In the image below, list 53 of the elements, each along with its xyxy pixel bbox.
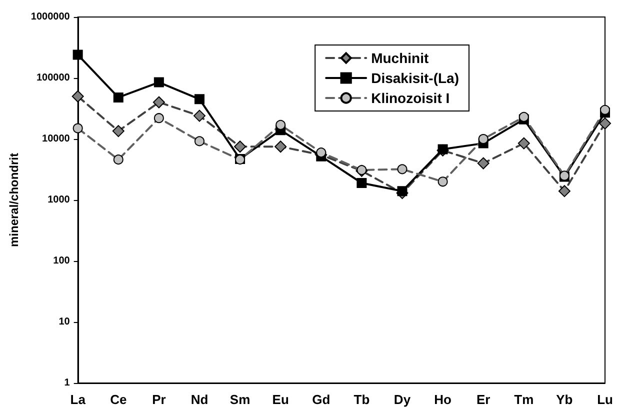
y-tick-label: 100000 [36,72,70,84]
x-tick-label: Ce [110,392,127,407]
point [478,134,488,144]
point [438,176,448,187]
point [154,113,164,124]
point [518,112,529,122]
point [397,164,408,174]
x-tick-label: Tb [354,392,370,407]
x-tick-label: Sm [230,392,250,407]
x-tick-label: La [70,392,86,407]
legend-label: Klinozoisit I [371,90,450,106]
point [276,120,286,130]
point [72,90,84,102]
point [558,185,570,198]
x-tick-label: Pr [152,392,166,407]
x-tick-label: Yb [556,392,573,407]
point [152,96,165,108]
point [113,154,124,165]
point [518,137,530,150]
point [477,157,490,170]
point [600,104,610,115]
point [438,144,448,154]
y-tick-label: 1 [64,378,70,388]
y-tick-label: 10 [58,316,70,328]
y-axis-title: mineral/chondrit [7,152,21,248]
y-tick-label: 1000 [48,194,70,206]
x-tick-label: Dy [394,392,412,407]
x-tick-label: Tm [514,392,534,407]
point [154,77,164,88]
x-tick-label: Er [476,392,490,407]
point [234,140,246,153]
y-tick-label: 1000000 [30,12,70,22]
point [397,186,408,196]
point [316,148,326,158]
point [194,136,204,146]
y-tick-label: 10000 [42,134,70,144]
point [194,94,204,104]
legend-label: Muchinit [371,50,429,66]
point [193,110,206,122]
x-tick-label: Nd [190,392,208,407]
point [112,125,124,138]
point [599,117,611,130]
y-tick-label: 100 [53,256,70,266]
point [72,50,83,60]
legend-label: Disakisit-(La) [371,70,460,86]
x-tick-label: Ho [434,392,452,407]
x-tick-label: Eu [272,392,289,407]
point [356,178,367,188]
x-tick-label: Lu [597,392,613,407]
point [72,123,83,134]
x-tick-label: Gd [312,392,330,407]
point [113,92,124,102]
point [274,140,287,153]
